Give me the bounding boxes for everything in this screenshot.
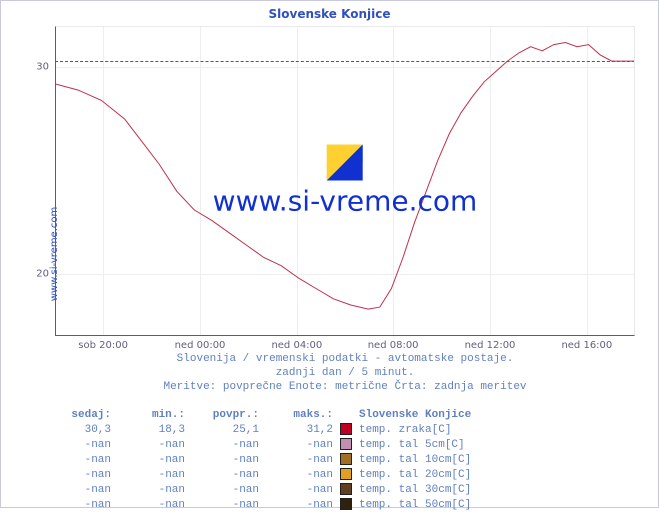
cell-avg: 25,1	[189, 424, 263, 436]
cell-min: -nan	[115, 454, 189, 466]
cell-max: -nan	[263, 469, 337, 481]
cell-min: -nan	[115, 484, 189, 496]
legend-row: -nan-nan-nan-nantemp. tal 50cm[C]	[41, 497, 643, 512]
swatch-icon	[340, 453, 352, 465]
cell-avg: -nan	[189, 484, 263, 496]
cell-min: -nan	[115, 439, 189, 451]
cell-max: -nan	[263, 454, 337, 466]
legend-row: -nan-nan-nan-nantemp. tal 30cm[C]	[41, 482, 643, 497]
col-header-now: sedaj:	[41, 409, 115, 421]
cell-avg: -nan	[189, 499, 263, 511]
cell-avg: -nan	[189, 469, 263, 481]
swatch-icon	[340, 438, 352, 450]
cell-name: temp. tal 50cm[C]	[355, 499, 643, 511]
cell-now: -nan	[41, 454, 115, 466]
cell-avg: -nan	[189, 454, 263, 466]
cell-swatch	[337, 453, 355, 466]
cell-name: temp. tal 20cm[C]	[355, 469, 643, 481]
cell-now: 30,3	[41, 424, 115, 436]
cell-min: -nan	[115, 499, 189, 511]
cell-max: -nan	[263, 499, 337, 511]
xtick-label: ned 04:00	[271, 336, 322, 351]
cell-swatch	[337, 483, 355, 496]
swatch-icon	[340, 423, 352, 435]
subtitle-line-1: Slovenija / vremenski podatki - avtomats…	[55, 353, 635, 365]
swatch-icon	[340, 483, 352, 495]
legend-row: -nan-nan-nan-nantemp. tal 20cm[C]	[41, 467, 643, 482]
col-header-min: min.:	[115, 409, 189, 421]
col-header-avg: povpr.:	[189, 409, 263, 421]
col-header-name: Slovenske Konjice	[355, 409, 643, 421]
subtitle-line-2: zadnji dan / 5 minut.	[55, 367, 635, 379]
swatch-icon	[340, 498, 352, 510]
cell-swatch	[337, 498, 355, 511]
cell-max: 31,2	[263, 424, 337, 436]
cell-now: -nan	[41, 484, 115, 496]
ytick-label: 20	[36, 269, 55, 280]
xtick-label: sob 20:00	[78, 336, 128, 351]
cell-name: temp. tal 5cm[C]	[355, 439, 643, 451]
xtick-label: ned 08:00	[368, 336, 419, 351]
cell-min: 18,3	[115, 424, 189, 436]
cell-max: -nan	[263, 484, 337, 496]
cell-name: temp. tal 10cm[C]	[355, 454, 643, 466]
chart-frame: Slovenske Konjice www.si-vreme.com 2030 …	[0, 0, 659, 508]
subtitle-line-3: Meritve: povprečne Enote: metrične Črta:…	[55, 381, 635, 393]
legend-header-row: sedaj: min.: povpr.: maks.: Slovenske Ko…	[41, 407, 643, 422]
legend-row: 30,318,325,131,2 temp. zraka[C]	[41, 422, 643, 437]
cell-max: -nan	[263, 439, 337, 451]
xtick-label: ned 00:00	[175, 336, 226, 351]
legend-row: -nan-nan-nan-nantemp. tal 5cm[C]	[41, 437, 643, 452]
cell-name: temp. zraka[C]	[355, 424, 643, 436]
plot-area: 2030 sob 20:00ned 00:00ned 04:00ned 08:0…	[55, 26, 635, 336]
legend-table: sedaj: min.: povpr.: maks.: Slovenske Ko…	[41, 407, 643, 512]
cell-swatch	[337, 423, 355, 436]
cell-now: -nan	[41, 439, 115, 451]
ytick-label: 30	[36, 62, 55, 73]
xtick-label: ned 12:00	[465, 336, 516, 351]
cell-min: -nan	[115, 469, 189, 481]
xtick-label: ned 16:00	[561, 336, 612, 351]
cell-name: temp. tal 30cm[C]	[355, 484, 643, 496]
cell-swatch	[337, 438, 355, 451]
legend-row: -nan-nan-nan-nantemp. tal 10cm[C]	[41, 452, 643, 467]
swatch-icon	[340, 468, 352, 480]
col-header-max: maks.:	[263, 409, 337, 421]
cell-swatch	[337, 468, 355, 481]
cell-now: -nan	[41, 499, 115, 511]
plot-border	[55, 26, 635, 336]
cell-now: -nan	[41, 469, 115, 481]
cell-avg: -nan	[189, 439, 263, 451]
chart-title: Slovenske Konjice	[1, 7, 658, 21]
